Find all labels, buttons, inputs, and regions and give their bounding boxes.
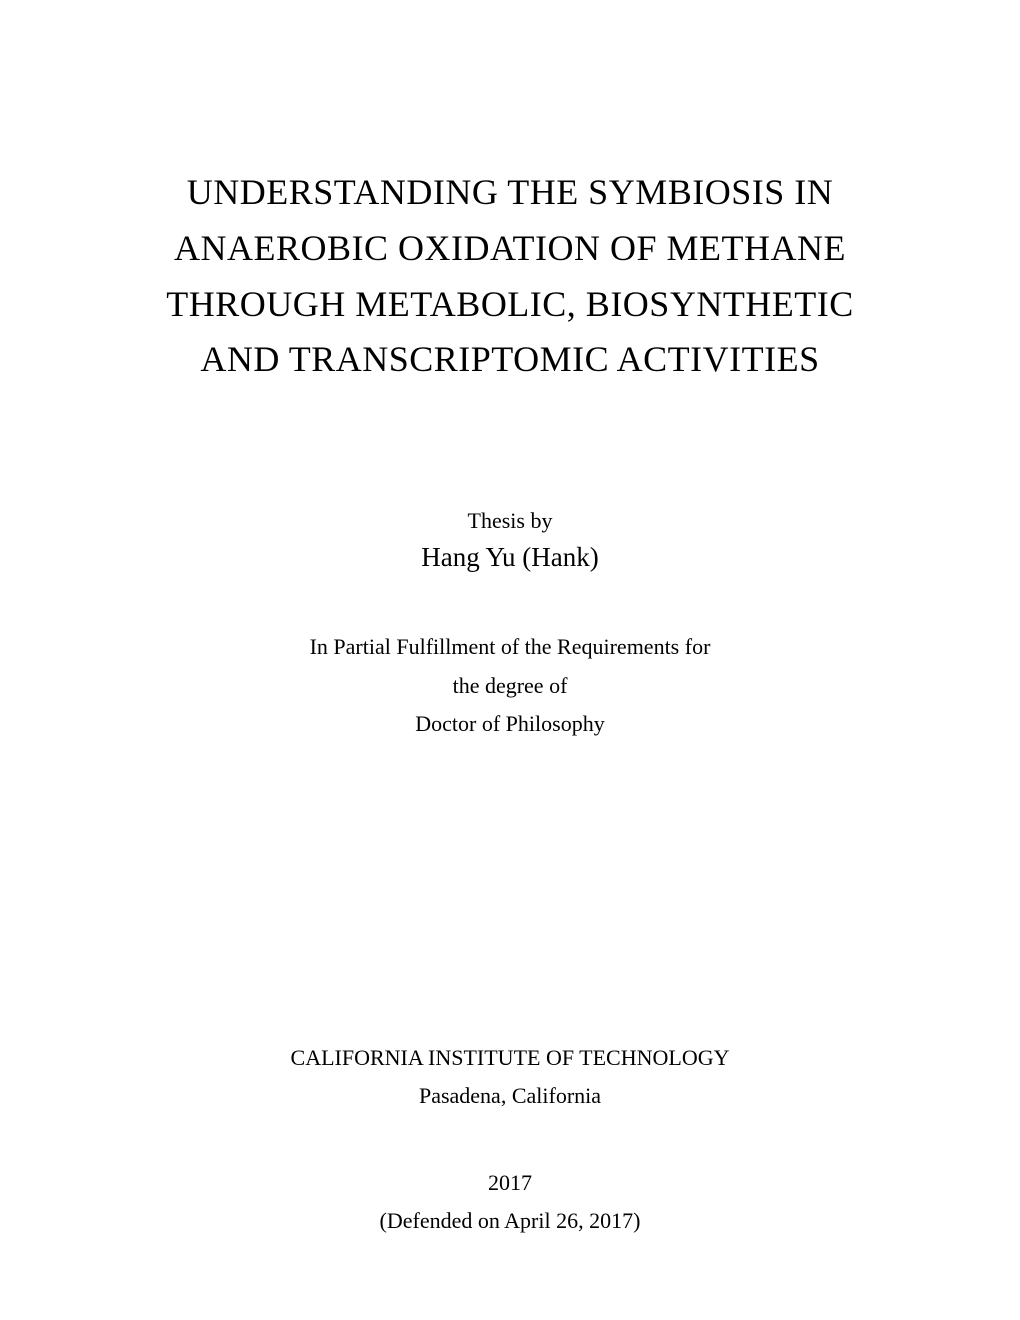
- title-line-1: UNDERSTANDING THE SYMBIOSIS IN: [166, 165, 854, 221]
- year: 2017: [380, 1164, 641, 1203]
- fulfillment-line-3: Doctor of Philosophy: [310, 705, 711, 744]
- thesis-by-block: Thesis by Hang Yu (Hank): [421, 508, 598, 573]
- fulfillment-line-2: the degree of: [310, 667, 711, 706]
- thesis-by-label: Thesis by: [421, 508, 598, 534]
- author-name: Hang Yu (Hank): [421, 542, 598, 573]
- institution-name: CALIFORNIA INSTITUTE OF TECHNOLOGY: [291, 1039, 730, 1078]
- title-line-2: ANAEROBIC OXIDATION OF METHANE: [166, 221, 854, 277]
- title-line-3: THROUGH METABOLIC, BIOSYNTHETIC: [166, 277, 854, 333]
- thesis-title: UNDERSTANDING THE SYMBIOSIS IN ANAEROBIC…: [166, 165, 854, 388]
- institution-location: Pasadena, California: [291, 1077, 730, 1116]
- year-block: 2017 (Defended on April 26, 2017): [380, 1164, 641, 1241]
- fulfillment-block: In Partial Fulfillment of the Requiremen…: [310, 628, 711, 744]
- defended-date: (Defended on April 26, 2017): [380, 1202, 641, 1241]
- institution-block: CALIFORNIA INSTITUTE OF TECHNOLOGY Pasad…: [291, 1039, 730, 1116]
- title-line-4: AND TRANSCRIPTOMIC ACTIVITIES: [166, 332, 854, 388]
- fulfillment-line-1: In Partial Fulfillment of the Requiremen…: [310, 628, 711, 667]
